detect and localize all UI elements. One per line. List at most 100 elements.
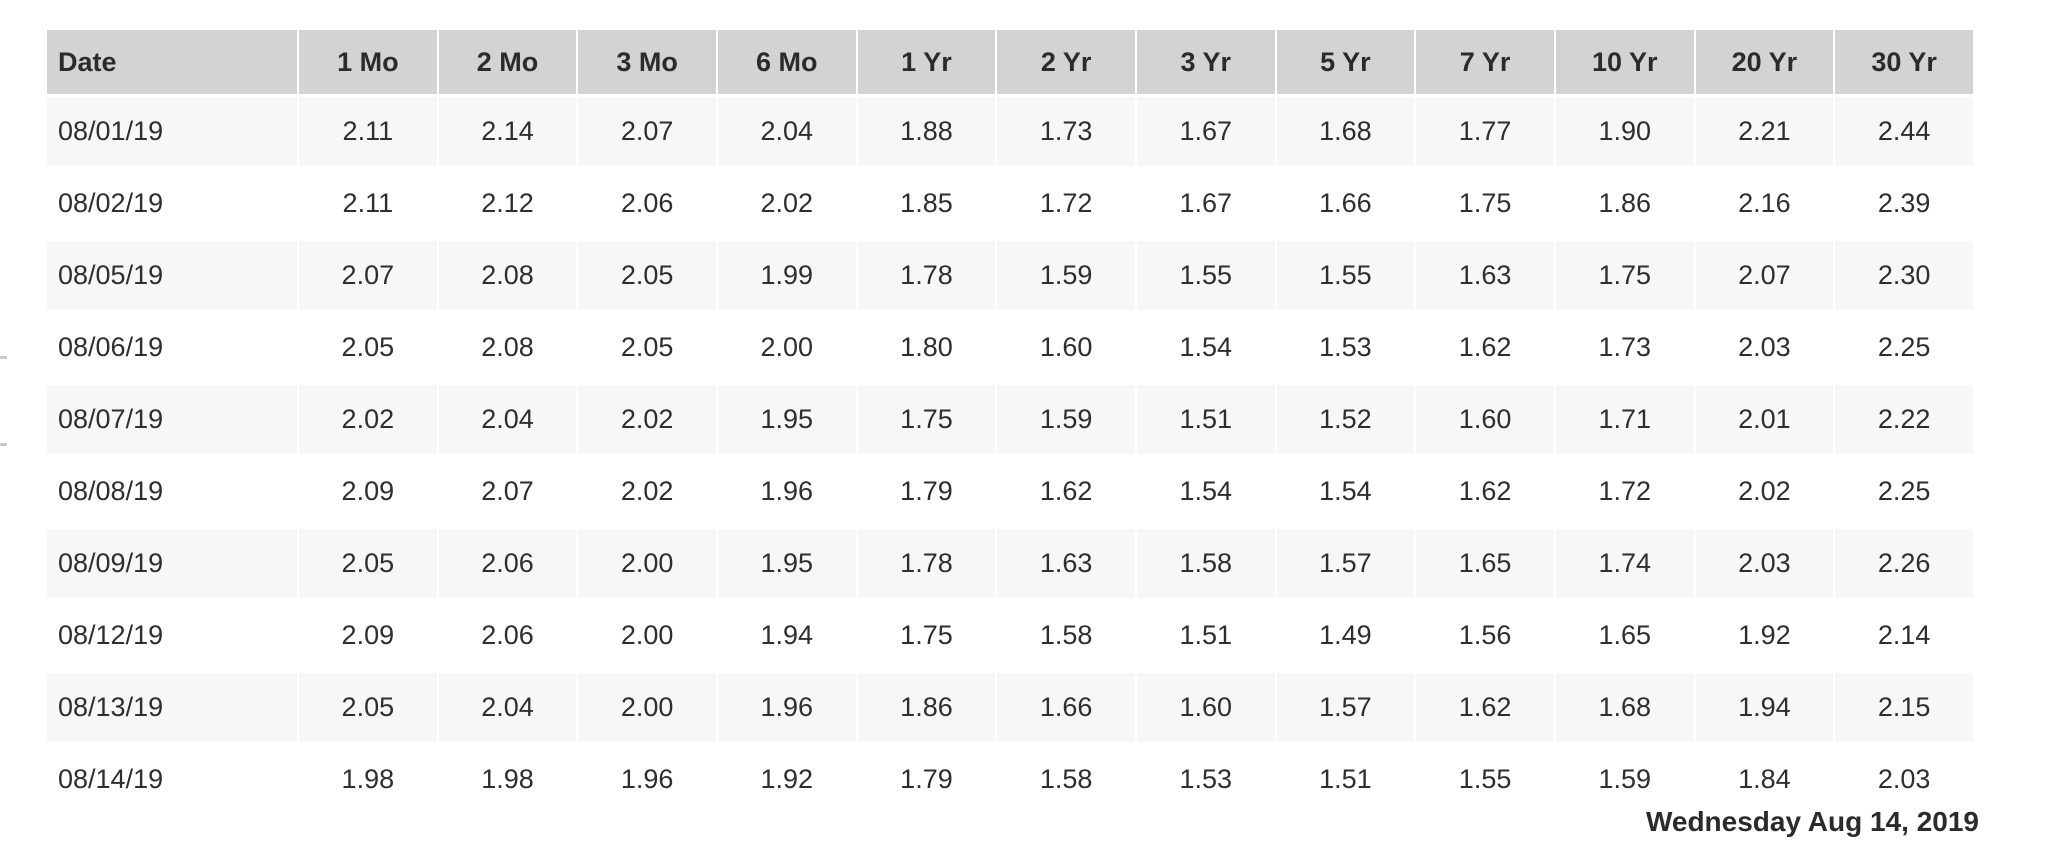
left-edge-tick-mark (0, 356, 7, 359)
rate-cell: 2.06 (438, 601, 577, 670)
rate-cell: 2.03 (1695, 529, 1834, 598)
rate-cell: 1.96 (717, 457, 856, 526)
rate-cell: 1.79 (857, 745, 996, 814)
rate-cell: 1.62 (997, 457, 1135, 526)
column-header-maturity: 3 Yr (1136, 30, 1275, 94)
rate-cell: 1.74 (1555, 529, 1694, 598)
rate-cell: 1.68 (1555, 673, 1694, 742)
table-row: 08/02/19 2.11 2.12 2.06 2.02 1.85 1.72 1.67 1.66… (47, 169, 1973, 238)
rate-cell: 1.90 (1555, 97, 1694, 166)
rate-cell: 1.58 (997, 745, 1135, 814)
column-header-maturity: 5 Yr (1276, 30, 1415, 94)
rate-cell: 1.95 (717, 529, 856, 598)
date-cell: 08/05/19 (47, 241, 297, 310)
table-row: 08/01/19 2.11 2.14 2.07 2.04 1.88 1.73 1.67 1.68… (47, 97, 1973, 166)
rate-cell: 1.73 (1555, 313, 1694, 382)
rate-cell: 2.05 (299, 673, 437, 742)
table-row: 08/13/19 2.05 2.04 2.00 1.96 1.86 1.66 1.60 1.57… (47, 673, 1973, 742)
rate-cell: 2.04 (717, 97, 856, 166)
rate-cell: 2.09 (299, 457, 437, 526)
rate-cell: 2.26 (1835, 529, 1973, 598)
rate-cell: 1.63 (997, 529, 1135, 598)
column-header-maturity: 30 Yr (1835, 30, 1973, 94)
table-body: 08/01/19 2.11 2.14 2.07 2.04 1.88 1.73 1.67 1.68… (47, 97, 1973, 814)
rate-cell: 1.60 (997, 313, 1135, 382)
rate-cell: 2.14 (438, 97, 577, 166)
rate-cell: 2.30 (1835, 241, 1973, 310)
rate-cell: 1.96 (578, 745, 716, 814)
date-cell: 08/12/19 (47, 601, 297, 670)
rate-cell: 1.68 (1276, 97, 1415, 166)
column-header-maturity: 1 Mo (299, 30, 437, 94)
rate-cell: 1.49 (1276, 601, 1415, 670)
rate-cell: 1.58 (997, 601, 1135, 670)
rate-cell: 2.07 (299, 241, 437, 310)
rate-cell: 1.62 (1416, 313, 1554, 382)
yield-rates-table: Date 1 Mo 2 Mo 3 Mo 6 Mo 1 Yr 2 Yr 3 Yr 5 Yr 7 Yr… (45, 27, 1975, 817)
rate-cell: 1.63 (1416, 241, 1554, 310)
rate-cell: 1.66 (1276, 169, 1415, 238)
rate-cell: 2.03 (1835, 745, 1973, 814)
rate-cell: 1.52 (1276, 385, 1415, 454)
table-row: 08/09/19 2.05 2.06 2.00 1.95 1.78 1.63 1.58 1.57… (47, 529, 1973, 598)
header-row: Date 1 Mo 2 Mo 3 Mo 6 Mo 1 Yr 2 Yr 3 Yr 5 Yr 7 Yr… (47, 30, 1973, 94)
rate-cell: 1.54 (1276, 457, 1415, 526)
column-header-date: Date (47, 30, 297, 94)
rate-cell: 1.66 (997, 673, 1135, 742)
rate-cell: 1.71 (1555, 385, 1694, 454)
rate-cell: 1.55 (1276, 241, 1415, 310)
rate-cell: 1.77 (1416, 97, 1554, 166)
rate-cell: 2.02 (717, 169, 856, 238)
rate-cell: 1.92 (717, 745, 856, 814)
current-date-label: Wednesday Aug 14, 2019 (1645, 806, 1979, 837)
column-header-maturity: 20 Yr (1695, 30, 1834, 94)
table-row: 08/06/19 2.05 2.08 2.05 2.00 1.80 1.60 1.54 1.53… (47, 313, 1973, 382)
rate-cell: 1.75 (857, 601, 996, 670)
rate-cell: 2.08 (438, 241, 577, 310)
rate-cell: 1.54 (1136, 313, 1275, 382)
rate-cell: 1.62 (1416, 673, 1554, 742)
table-row: 08/07/19 2.02 2.04 2.02 1.95 1.75 1.59 1.51 1.52… (47, 385, 1973, 454)
rate-cell: 1.86 (1555, 169, 1694, 238)
rate-cell: 1.88 (857, 97, 996, 166)
rate-cell: 2.05 (299, 529, 437, 598)
table-row: 08/05/19 2.07 2.08 2.05 1.99 1.78 1.59 1.55 1.55… (47, 241, 1973, 310)
rate-cell: 2.04 (438, 673, 577, 742)
rate-cell: 2.11 (299, 97, 437, 166)
rate-cell: 2.00 (578, 529, 716, 598)
rate-cell: 1.94 (717, 601, 856, 670)
rate-cell: 1.95 (717, 385, 856, 454)
date-cell: 08/06/19 (47, 313, 297, 382)
rate-cell: 2.25 (1835, 313, 1973, 382)
date-cell: 08/13/19 (47, 673, 297, 742)
rate-cell: 2.07 (438, 457, 577, 526)
column-header-maturity: 2 Yr (997, 30, 1135, 94)
rate-cell: 2.08 (438, 313, 577, 382)
rate-cell: 1.72 (997, 169, 1135, 238)
rate-cell: 1.65 (1416, 529, 1554, 598)
rate-cell: 2.06 (578, 169, 716, 238)
rate-cell: 1.59 (997, 241, 1135, 310)
rate-cell: 2.09 (299, 601, 437, 670)
rate-cell: 1.73 (997, 97, 1135, 166)
rate-cell: 2.05 (578, 313, 716, 382)
rate-cell: 2.00 (717, 313, 856, 382)
rate-cell: 2.12 (438, 169, 577, 238)
rate-cell: 2.02 (299, 385, 437, 454)
rate-cell: 2.15 (1835, 673, 1973, 742)
rate-cell: 2.02 (578, 457, 716, 526)
rate-cell: 1.60 (1416, 385, 1554, 454)
rate-cell: 1.51 (1136, 385, 1275, 454)
rate-cell: 1.72 (1555, 457, 1694, 526)
table-row: 08/08/19 2.09 2.07 2.02 1.96 1.79 1.62 1.54 1.54… (47, 457, 1973, 526)
rate-cell: 2.05 (299, 313, 437, 382)
rate-cell: 2.14 (1835, 601, 1973, 670)
rate-cell: 1.55 (1416, 745, 1554, 814)
rate-cell: 1.84 (1695, 745, 1834, 814)
date-cell: 08/02/19 (47, 169, 297, 238)
rate-cell: 1.54 (1136, 457, 1275, 526)
rate-cell: 2.11 (299, 169, 437, 238)
rate-cell: 1.60 (1136, 673, 1275, 742)
rate-cell: 1.78 (857, 241, 996, 310)
rate-cell: 2.25 (1835, 457, 1973, 526)
